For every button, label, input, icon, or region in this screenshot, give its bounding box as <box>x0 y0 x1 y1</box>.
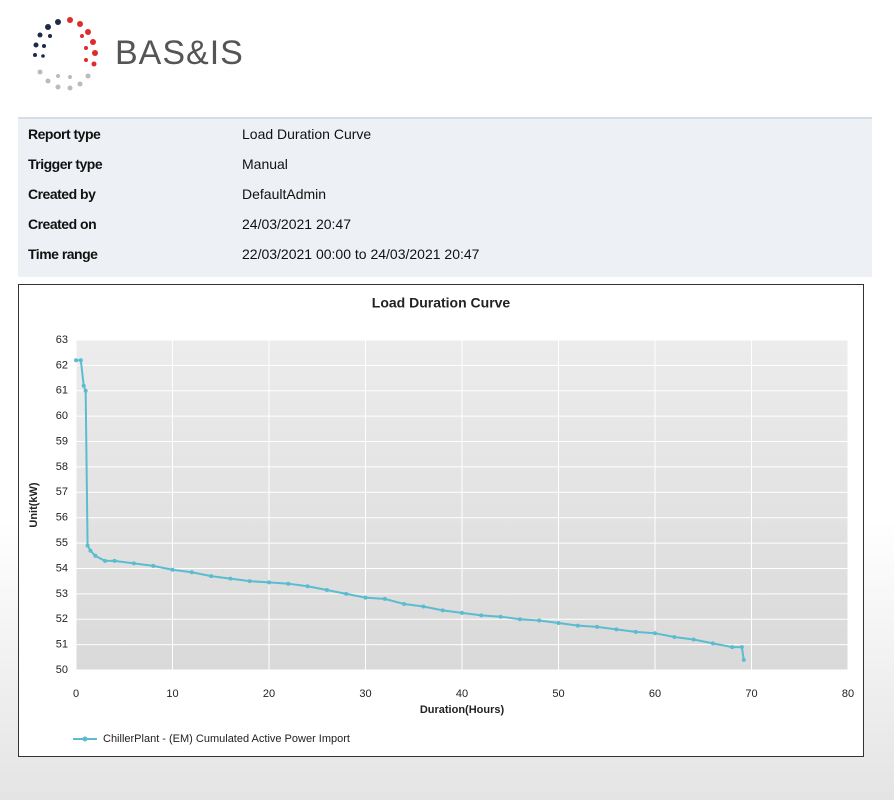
data-point <box>710 641 715 646</box>
info-label: Report type <box>28 126 101 142</box>
x-tick-label: 60 <box>649 688 661 700</box>
data-point <box>228 576 233 581</box>
y-tick-label: 56 <box>56 512 68 524</box>
info-value: DefaultAdmin <box>242 186 327 202</box>
y-tick-label: 59 <box>56 435 68 447</box>
x-tick-label: 20 <box>263 688 275 700</box>
y-tick-label: 62 <box>56 359 68 371</box>
data-point <box>691 637 696 642</box>
data-point <box>633 629 638 634</box>
x-tick-label: 50 <box>552 688 564 700</box>
y-tick-label: 63 <box>56 334 68 346</box>
data-point <box>286 581 291 586</box>
y-tick-label: 53 <box>56 588 68 600</box>
data-point <box>74 358 78 363</box>
data-point <box>402 602 407 606</box>
info-value: 24/03/2021 20:47 <box>242 216 351 232</box>
data-point <box>102 558 107 563</box>
data-point <box>131 561 136 566</box>
x-tick-label: 80 <box>842 688 854 700</box>
info-label: Created by <box>28 186 96 202</box>
data-point <box>739 645 744 650</box>
info-label: Created on <box>28 216 97 232</box>
info-value: Manual <box>242 156 288 172</box>
x-tick-label: 30 <box>359 688 371 700</box>
data-point <box>382 596 387 601</box>
y-tick-label: 55 <box>56 537 68 549</box>
legend-label: ChillerPlant - (EM) Cumulated Active Pow… <box>103 733 350 745</box>
data-point <box>595 624 600 629</box>
x-tick-label: 0 <box>73 688 79 700</box>
y-tick-label: 60 <box>56 410 68 422</box>
data-point <box>324 588 329 593</box>
x-tick-label: 40 <box>456 688 468 700</box>
data-point <box>85 543 90 548</box>
data-point <box>93 553 98 558</box>
data-point <box>78 358 83 363</box>
data-point <box>88 548 93 553</box>
info-row: Created by DefaultAdmin <box>18 179 872 209</box>
data-point <box>730 645 735 650</box>
data-point <box>556 621 561 626</box>
logo-icon <box>33 17 98 91</box>
data-point <box>614 627 619 632</box>
y-tick-label: 57 <box>56 486 68 498</box>
info-row: Trigger type Manual <box>18 149 872 179</box>
data-point <box>741 657 746 662</box>
data-point <box>460 610 464 615</box>
y-tick-label: 61 <box>56 385 68 397</box>
chart-title: Load Duration Curve <box>372 295 511 311</box>
x-tick-label: 70 <box>745 688 757 700</box>
data-point <box>363 595 368 600</box>
data-point <box>170 567 175 572</box>
data-point <box>267 580 271 585</box>
y-tick-label: 52 <box>56 613 68 625</box>
data-point <box>517 617 522 622</box>
data-point <box>537 618 542 623</box>
data-point <box>653 631 657 636</box>
y-tick-label: 50 <box>56 664 68 676</box>
data-point <box>81 383 86 388</box>
info-row: Created on 24/03/2021 20:47 <box>18 209 872 239</box>
info-value: 22/03/2021 00:00 to 24/03/2021 20:47 <box>242 246 480 262</box>
info-row: Report type Load Duration Curve <box>18 119 872 149</box>
data-point <box>575 623 580 628</box>
info-label: Time range <box>28 246 98 262</box>
data-point <box>672 635 677 639</box>
info-label: Trigger type <box>28 156 103 172</box>
data-point <box>344 591 349 596</box>
y-tick-label: 58 <box>56 461 68 473</box>
data-point <box>305 584 310 589</box>
chart: Load Duration Curve Duration(Hours) Unit… <box>18 284 864 757</box>
x-tick-label: 10 <box>166 688 178 700</box>
logo-text: BAS&IS <box>115 34 244 72</box>
report-info: Report type Load Duration Curve Trigger ty… <box>18 117 872 277</box>
x-axis-label: Duration(Hours) <box>420 704 505 716</box>
y-axis-label: Unit(kW) <box>28 482 40 528</box>
data-point <box>421 604 426 609</box>
data-point <box>189 570 194 575</box>
info-row: Time range 22/03/2021 00:00 to 24/03/2021… <box>18 239 872 269</box>
data-point <box>498 614 503 619</box>
data-point <box>151 563 156 568</box>
data-point <box>209 574 214 579</box>
info-value: Load Duration Curve <box>242 126 372 142</box>
data-point <box>479 613 484 618</box>
data-point <box>83 388 88 393</box>
y-tick-label: 54 <box>56 562 68 574</box>
data-point <box>440 608 445 613</box>
data-point <box>112 558 117 563</box>
legend-marker <box>82 736 88 742</box>
data-point <box>247 579 252 584</box>
y-tick-label: 51 <box>56 639 68 651</box>
